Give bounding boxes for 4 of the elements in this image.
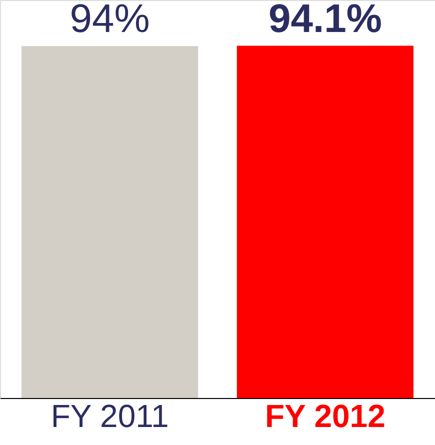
- data-label: 94.1%: [268, 0, 382, 41]
- x-tick-label: FY 2012: [264, 398, 386, 434]
- x-tick-label: FY 2011: [50, 398, 169, 434]
- data-label: 94%: [70, 0, 150, 42]
